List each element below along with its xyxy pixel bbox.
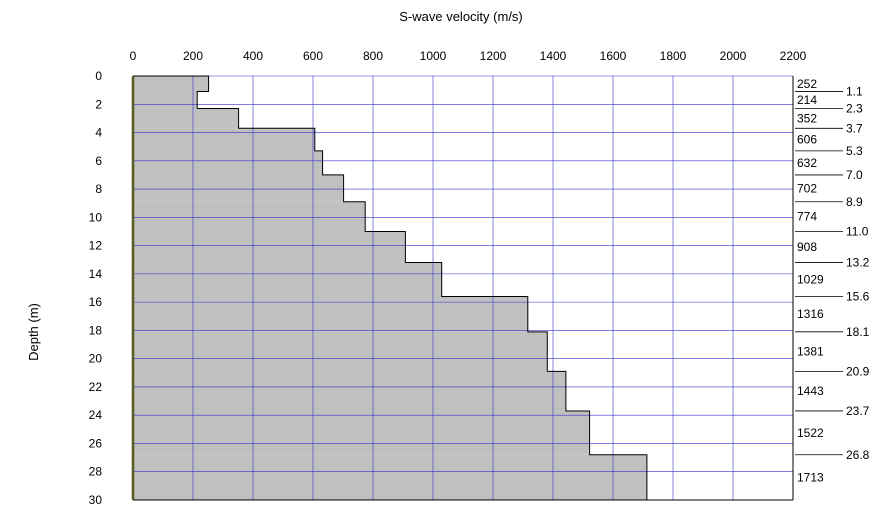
- y-tick-label-0: 0: [95, 69, 102, 83]
- velocity-bar-2: [133, 91, 198, 109]
- x-tick-labels: 0 200 400 600 800 1000 1200 1400 1600 1800 2000 220…: [130, 49, 807, 63]
- grid-layer: [131, 75, 794, 501]
- boundary-depth-label-1: 1.1: [846, 85, 863, 99]
- x-tick-label-0: 0: [130, 49, 137, 63]
- velocity-bar-4: [133, 128, 315, 151]
- layer-velocity-label-13: 1522: [797, 426, 824, 440]
- boundary-depth-label-10: 18.1: [846, 325, 870, 339]
- boundary-depth-label-5: 7.0: [846, 168, 863, 182]
- layer-annotations: 252 214 352 606 632 702 774 908 1029 1316 1381 1443…: [795, 77, 870, 484]
- velocity-bar-10: [133, 296, 528, 332]
- velocity-bar-5: [133, 150, 323, 175]
- velocity-bar-12: [133, 371, 566, 411]
- layer-velocity-label-6: 702: [797, 181, 817, 195]
- layer-velocity-label-5: 632: [797, 156, 817, 170]
- layer-velocity-label-10: 1316: [797, 307, 824, 321]
- velocity-bar-9: [133, 262, 442, 297]
- boundary-depth-label-11: 20.9: [846, 364, 870, 378]
- x-tick-label-2200: 2200: [780, 49, 807, 63]
- layer-velocity-label-2: 214: [797, 93, 817, 107]
- y-tick-label-8: 8: [95, 182, 102, 196]
- x-tick-label-200: 200: [183, 49, 203, 63]
- boundary-depth-label-13: 26.8: [846, 448, 870, 462]
- velocity-bar-8: [133, 231, 406, 263]
- y-tick-label-4: 4: [95, 126, 102, 140]
- boundary-depth-label-6: 8.9: [846, 195, 863, 209]
- layer-velocity-label-12: 1443: [797, 384, 824, 398]
- y-tick-label-20: 20: [89, 352, 103, 366]
- x-tick-label-1000: 1000: [420, 49, 447, 63]
- y-tick-label-16: 16: [89, 295, 103, 309]
- layer-velocity-label-3: 352: [797, 111, 817, 125]
- x-tick-label-600: 600: [303, 49, 323, 63]
- layer-velocity-label-1: 252: [797, 77, 817, 91]
- y-tick-label-28: 28: [89, 465, 103, 479]
- layer-velocity-label-7: 774: [797, 210, 817, 224]
- x-tick-label-400: 400: [243, 49, 263, 63]
- y-tick-label-10: 10: [89, 210, 103, 224]
- x-tick-label-1200: 1200: [480, 49, 507, 63]
- x-axis-label: S-wave velocity (m/s): [399, 9, 523, 24]
- y-tick-label-22: 22: [89, 380, 103, 394]
- y-tick-label-30: 30: [89, 493, 103, 507]
- velocity-bar-6: [133, 174, 344, 202]
- boundary-depth-label-12: 23.7: [846, 404, 870, 418]
- y-tick-label-26: 26: [89, 436, 103, 450]
- layer-velocity-label-14: 1713: [797, 470, 824, 484]
- layer-velocity-label-4: 606: [797, 133, 817, 147]
- x-tick-label-1600: 1600: [600, 49, 627, 63]
- layer-velocity-label-9: 1029: [797, 273, 824, 287]
- y-tick-label-24: 24: [89, 408, 103, 422]
- boundary-depth-label-3: 3.7: [846, 121, 863, 135]
- y-tick-label-12: 12: [89, 239, 103, 253]
- boundary-depth-label-9: 15.6: [846, 289, 870, 303]
- velocity-bar-3: [133, 108, 239, 129]
- y-tick-label-2: 2: [95, 97, 102, 111]
- velocity-profile-line: [133, 75, 648, 501]
- y-tick-label-6: 6: [95, 154, 102, 168]
- velocity-bar-14: [133, 454, 647, 500]
- velocity-bar-13: [133, 410, 590, 455]
- velocity-bar-11: [133, 331, 548, 372]
- y-tick-label-14: 14: [89, 267, 103, 281]
- layer-velocity-label-8: 908: [797, 240, 817, 254]
- velocity-bar-1: [133, 76, 209, 92]
- boundary-depth-label-7: 11.0: [846, 224, 869, 238]
- fill-layer: [133, 76, 647, 500]
- boundary-depth-label-8: 13.2: [846, 256, 870, 270]
- layer-velocity-label-11: 1381: [797, 345, 824, 359]
- x-tick-label-1400: 1400: [540, 49, 567, 63]
- boundary-depth-label-4: 5.3: [846, 144, 863, 158]
- velocity-bar-7: [133, 201, 366, 232]
- x-tick-label-2000: 2000: [720, 49, 747, 63]
- y-tick-label-18: 18: [89, 323, 103, 337]
- x-tick-label-800: 800: [363, 49, 383, 63]
- y-axis-label: Depth (m): [26, 303, 41, 361]
- profile-layer: [133, 75, 648, 501]
- boundary-depth-label-2: 2.3: [846, 102, 863, 116]
- x-tick-label-1800: 1800: [660, 49, 687, 63]
